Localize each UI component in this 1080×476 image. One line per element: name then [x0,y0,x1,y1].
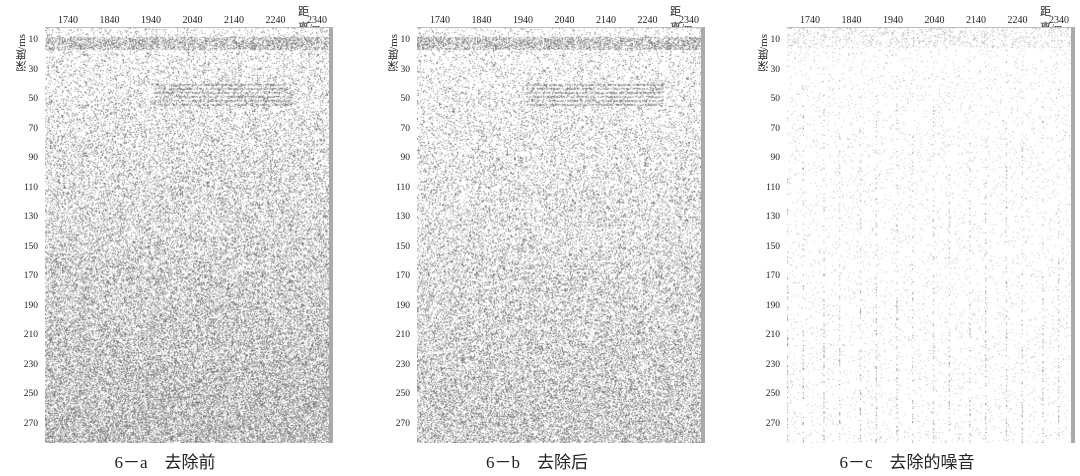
y-tick-label: 170 [395,271,410,281]
y-tick-label: 230 [395,359,410,370]
y-tick-label: 230 [23,359,38,370]
y-tick-label: 250 [395,389,410,399]
y-tick-label: 110 [24,182,38,193]
y-tick-label: 150 [23,241,38,252]
y-tick-label: 210 [765,330,780,340]
y-tick-label: 50 [28,94,39,104]
y-tick-label: 210 [23,330,38,340]
y-tick-label: 30 [770,64,781,75]
panel-caption: 6－a 去除前 [114,453,216,472]
y-tick-label: 90 [28,153,39,163]
x-tick-label: 2240 [1007,15,1028,26]
seismic-section [417,27,705,443]
y-tick-label: 30 [400,64,411,75]
y-tick-label: 230 [765,359,780,370]
seismic-panel-denoised: 距离/m 深度/ms 6－b 去除后1740184019402040214022… [372,0,705,476]
x-tick-label: 2140 [224,15,244,26]
panel-caption: 6－c 去除的噪音 [839,453,975,472]
x-tick-label: 2340 [307,15,327,26]
y-tick-label: 190 [395,300,410,311]
x-tick-label: 2240 [637,15,658,26]
y-tick-label: 110 [396,182,410,193]
x-tick-label: 1940 [141,15,161,26]
y-tick-label: 30 [28,64,39,75]
panel-caption: 6－b 去除后 [486,453,588,472]
y-tick-label: 130 [23,212,38,222]
x-tick-label: 2040 [554,15,575,26]
y-tick-label: 90 [400,153,411,163]
y-tick-label: 270 [395,418,410,429]
x-tick-label: 2040 [182,15,203,26]
x-tick-label: 1840 [99,15,120,26]
x-tick-label: 2340 [1049,15,1069,26]
seismic-section [787,27,1075,443]
x-tick-label: 1840 [841,15,862,26]
x-tick-label: 1940 [883,15,903,26]
y-tick-label: 190 [23,300,38,311]
x-tick-label: 1840 [471,15,492,26]
x-tick-label: 1740 [58,15,78,26]
y-tick-label: 10 [400,35,411,45]
y-tick-label: 250 [765,389,780,399]
y-tick-label: 70 [770,123,781,134]
seismic-panel-noise: 距离/m 深度/ms 6－c 去除的噪音17401840194020402140… [742,0,1075,476]
x-tick-label: 2140 [966,15,986,26]
y-tick-label: 130 [765,212,780,222]
y-tick-label: 150 [395,241,410,252]
y-tick-label: 10 [770,35,781,45]
y-tick-label: 50 [400,94,411,104]
y-tick-label: 170 [23,271,38,281]
x-tick-label: 2340 [679,15,699,26]
y-tick-label: 150 [765,241,780,252]
x-tick-label: 1740 [430,15,450,26]
y-tick-label: 70 [28,123,39,134]
x-tick-label: 1740 [800,15,820,26]
x-tick-label: 2240 [265,15,286,26]
y-tick-label: 170 [765,271,780,281]
seismic-panel-raw: 距离/m 深度/ms 6－a 去除前1740184019402040214022… [0,0,333,476]
x-tick-label: 1940 [513,15,533,26]
x-tick-label: 2140 [596,15,616,26]
seismic-section [45,27,333,443]
y-tick-label: 130 [395,212,410,222]
y-tick-label: 270 [765,418,780,429]
y-tick-label: 190 [765,300,780,311]
y-tick-label: 90 [770,153,781,163]
y-tick-label: 110 [766,182,780,193]
y-tick-label: 250 [23,389,38,399]
y-tick-label: 10 [28,35,39,45]
x-tick-label: 2040 [924,15,945,26]
y-tick-label: 270 [23,418,38,429]
y-tick-label: 210 [395,330,410,340]
y-tick-label: 50 [770,94,781,104]
y-tick-label: 70 [400,123,411,134]
